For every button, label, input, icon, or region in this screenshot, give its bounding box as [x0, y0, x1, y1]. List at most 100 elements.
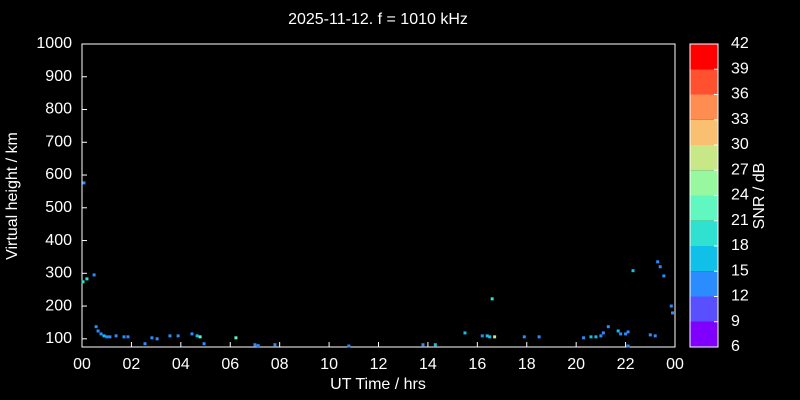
y-tick-label: 300 [45, 265, 72, 282]
colorbar-band [690, 195, 718, 221]
colorbar-tick-label: 39 [731, 60, 749, 77]
colorbar-tick-label: 21 [731, 212, 749, 229]
y-axis-label: Virtual height / km [4, 132, 21, 260]
colorbar-band [690, 321, 718, 347]
colorbar-band [690, 296, 718, 322]
data-point [190, 332, 194, 336]
chart-title: 2025-11-12. f = 1010 kHz [288, 11, 468, 28]
data-point [102, 334, 106, 338]
data-point [480, 334, 484, 338]
data-point [656, 260, 660, 264]
data-point [537, 335, 541, 339]
colorbar-tick-label: 33 [731, 111, 749, 128]
data-point [631, 269, 635, 273]
data-point [601, 331, 605, 335]
colorbar-band [690, 246, 718, 272]
colorbar-tick-label: 12 [731, 288, 749, 305]
data-point [143, 342, 147, 346]
x-tick-label: 18 [518, 356, 536, 373]
data-point [85, 277, 89, 281]
data-point [662, 274, 666, 278]
data-point [126, 335, 130, 339]
data-point [347, 344, 351, 348]
x-tick-label: 00 [666, 356, 684, 373]
y-tick-label: 700 [45, 133, 72, 150]
data-point [490, 297, 494, 301]
colorbar-tick-label: 27 [731, 161, 749, 178]
x-tick-label: 10 [320, 356, 338, 373]
data-point [619, 332, 623, 336]
data-point [589, 335, 593, 339]
y-tick-label: 1000 [36, 35, 72, 52]
colorbar-tick-label: 36 [731, 86, 749, 103]
data-point [195, 334, 199, 338]
data-point [433, 343, 437, 347]
data-point [421, 343, 425, 347]
colorbar-tick-label: 6 [731, 338, 740, 355]
data-point [256, 344, 260, 348]
colorbar-band [690, 170, 718, 196]
x-tick-label: 04 [172, 356, 190, 373]
data-point [626, 344, 630, 348]
data-point [253, 343, 257, 347]
x-tick-label: 14 [419, 356, 437, 373]
colorbar-tick-label: 15 [731, 262, 749, 279]
x-tick-label: 06 [221, 356, 239, 373]
x-tick-label: 08 [271, 356, 289, 373]
colorbar-tick-label: 24 [731, 187, 749, 204]
data-point [82, 181, 86, 185]
x-tick-label: 00 [73, 356, 91, 373]
colorbar-band [690, 69, 718, 95]
colorbar-tick-label: 18 [731, 237, 749, 254]
colorbar-label: SNR / dB [751, 163, 768, 230]
colorbar-band [690, 94, 718, 120]
data-point [92, 273, 96, 277]
y-tick-label: 500 [45, 199, 72, 216]
data-point [606, 325, 610, 329]
data-point [108, 335, 112, 339]
data-point [648, 333, 652, 337]
y-tick-label: 200 [45, 297, 72, 314]
data-point [485, 334, 489, 338]
x-tick-label: 12 [370, 356, 388, 373]
data-point [669, 304, 673, 308]
x-axis-label: UT Time / hrs [330, 376, 426, 393]
data-point [488, 335, 492, 339]
y-tick-label: 100 [45, 330, 72, 347]
data-point [273, 343, 277, 347]
colorbar-tick-label: 9 [731, 313, 740, 330]
x-tick-label: 16 [468, 356, 486, 373]
x-tick-label: 20 [567, 356, 585, 373]
colorbar-tick-label: 42 [731, 35, 749, 52]
data-point [150, 336, 154, 340]
data-point [658, 265, 662, 269]
data-point [522, 335, 526, 339]
data-point [105, 335, 109, 339]
data-point [599, 334, 603, 338]
x-tick-label: 02 [123, 356, 141, 373]
data-point [114, 334, 118, 338]
data-point [582, 336, 586, 340]
data-point [624, 332, 628, 336]
data-point [616, 329, 620, 333]
data-point [493, 335, 497, 339]
colorbar-band [690, 119, 718, 145]
y-tick-label: 800 [45, 101, 72, 118]
colorbar-band [690, 271, 718, 297]
y-tick-label: 400 [45, 232, 72, 249]
colorbar-tick-label: 30 [731, 136, 749, 153]
data-point [96, 329, 100, 333]
data-point [168, 334, 172, 338]
data-point [198, 335, 202, 339]
data-point [202, 342, 206, 346]
data-point [671, 311, 675, 315]
data-point [594, 335, 598, 339]
y-tick-label: 900 [45, 68, 72, 85]
data-point [81, 280, 85, 284]
data-point [653, 334, 657, 338]
data-point [122, 335, 126, 339]
colorbar-band [690, 145, 718, 171]
